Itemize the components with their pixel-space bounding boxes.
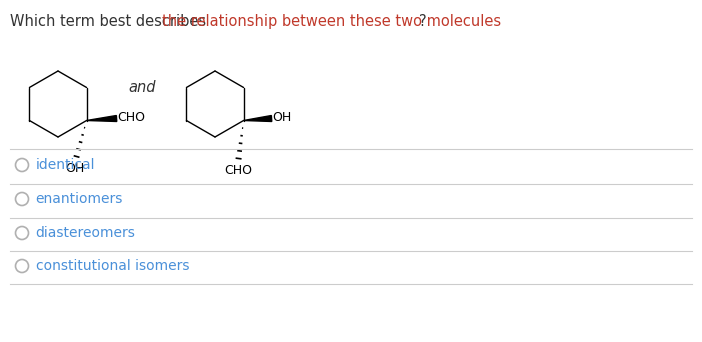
Text: and: and [128,79,156,94]
Text: OH: OH [272,111,292,124]
Text: enantiomers: enantiomers [36,192,123,206]
Polygon shape [86,116,117,121]
Text: identical: identical [36,158,95,172]
Text: the relationship between these two molecules: the relationship between these two molec… [162,14,501,29]
Text: diastereomers: diastereomers [36,226,135,240]
Text: Which term best describes: Which term best describes [10,14,211,29]
Text: CHO: CHO [225,165,253,177]
Text: OH: OH [65,162,84,175]
Polygon shape [244,116,272,121]
Text: ?: ? [420,14,427,29]
Text: CHO: CHO [117,111,145,124]
Text: constitutional isomers: constitutional isomers [36,259,189,273]
